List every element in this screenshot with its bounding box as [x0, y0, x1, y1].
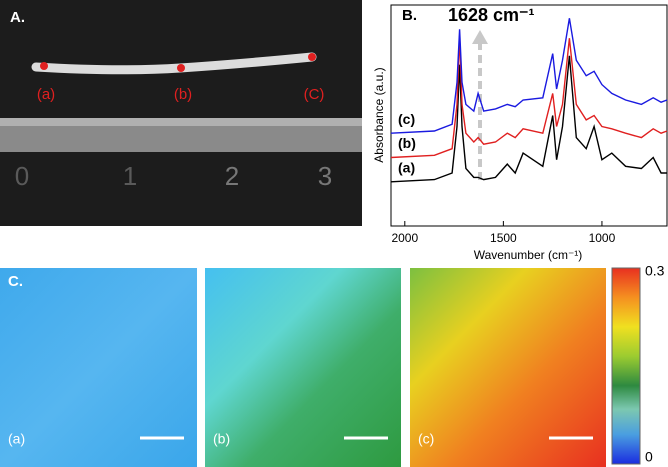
- plot-frame: [390, 4, 668, 227]
- x-axis-label: Wavenumber (cm⁻¹): [474, 248, 583, 262]
- point-label: (b): [174, 86, 192, 103]
- panel-label: C.: [8, 273, 23, 290]
- y-axis-label: Absorbance (a.u.): [372, 67, 386, 162]
- spectrum: [390, 18, 668, 134]
- ruler-number: 2: [225, 161, 239, 191]
- map-label: (b): [213, 431, 230, 447]
- point: [40, 62, 48, 70]
- point: [308, 53, 316, 61]
- map: [205, 268, 401, 467]
- x-tick-label: 1500: [490, 231, 517, 245]
- spectrum: [390, 35, 668, 159]
- point-label: (a): [37, 86, 55, 103]
- series-label: (c): [398, 111, 415, 127]
- colorbar: [611, 267, 641, 465]
- map-label: (c): [418, 431, 434, 447]
- series-label: (a): [398, 160, 415, 176]
- ruler-edge: [0, 118, 362, 126]
- colorbar-label: 0: [645, 449, 653, 465]
- spectrum: [390, 55, 667, 183]
- ruler-number: 3: [318, 161, 332, 191]
- colorbar-label: 0.3: [645, 263, 665, 279]
- point-label: (C): [304, 86, 325, 103]
- map: [410, 268, 606, 467]
- map-label: (a): [8, 431, 25, 447]
- x-tick-label: 2000: [391, 231, 418, 245]
- x-tick-label: 1000: [589, 231, 616, 245]
- ruler-number: 0: [15, 161, 29, 191]
- series-label: (b): [398, 135, 416, 151]
- panel-label: A.: [10, 9, 25, 26]
- map: [0, 268, 197, 467]
- annotation: 1628 cm⁻¹: [448, 5, 535, 25]
- panel-label: B.: [402, 7, 417, 24]
- point: [177, 64, 185, 72]
- ruler-number: 1: [123, 161, 137, 191]
- arrow-head: [472, 30, 488, 44]
- photo: [0, 0, 362, 226]
